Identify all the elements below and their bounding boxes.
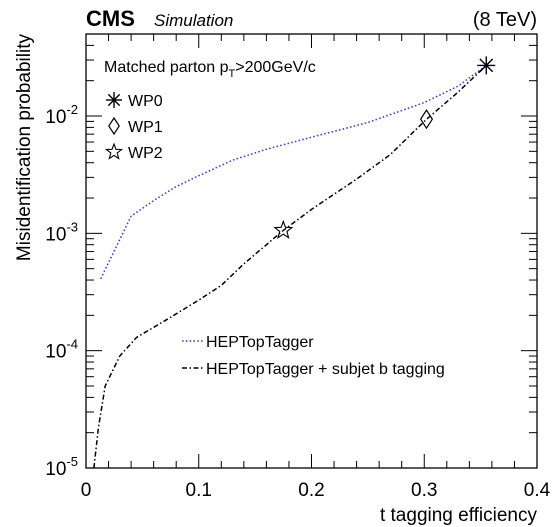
legend-label-2: HEPTopTagger + subjet b tagging [206, 361, 445, 378]
asterisk-stroke [479, 58, 494, 73]
wp0-legend-icon [106, 92, 122, 108]
y-tick-label: 10-4 [45, 337, 78, 363]
simulation-label: Simulation [154, 11, 233, 30]
x-tick-label: 0.1 [186, 480, 212, 501]
wp2-legend-icon [104, 142, 124, 160]
wp1-legend-icon [108, 116, 120, 136]
pt-cut-annotation: Matched parton pT>200GeV/c [104, 59, 316, 80]
wp-marker-wp1 [419, 109, 434, 130]
asterisk-stroke [107, 93, 121, 107]
x-tick-label: 0.3 [411, 480, 437, 501]
y-tick-label: 10-3 [45, 219, 78, 245]
working-points [273, 56, 496, 239]
pt-cut-suffix: >200GeV/c [235, 59, 316, 76]
axis-tick-labels: 0 0.1 0.2 0.3 0.4 10-5 10-4 10-3 10-2 [45, 102, 550, 501]
axis-ticks [85, 33, 538, 469]
legend-label-1: HEPTopTagger [206, 334, 314, 351]
pt-cut-prefix: Matched parton p [104, 59, 229, 76]
wp1-legend-label: WP1 [128, 119, 163, 136]
energy-label: (8 TeV) [473, 9, 537, 31]
x-tick-label: 0.2 [298, 480, 324, 501]
series-group [93, 64, 487, 469]
y-axis-label: Misidentification probability [14, 34, 35, 262]
pt-cut-subscript: T [229, 68, 236, 80]
x-tick-label: 0.4 [524, 480, 551, 501]
x-axis-label: t tagging efficiency [380, 505, 538, 526]
series-line-1 [100, 64, 487, 280]
wp-marker-wp0 [477, 56, 496, 75]
y-tick-label: 10-5 [45, 454, 78, 480]
line-legend: HEPTopTagger HEPTopTagger + subjet b tagg… [182, 334, 445, 378]
wp-marker-wp2 [273, 219, 294, 239]
y-tick-label: 10-2 [45, 102, 78, 128]
wp2-legend-label: WP2 [128, 145, 163, 162]
wp0-legend-label: WP0 [128, 93, 163, 110]
series-line-2 [93, 64, 487, 469]
marker-legend: WP0 WP1 WP2 [104, 92, 163, 162]
cms-label: CMS [86, 6, 135, 31]
x-tick-label: 0 [81, 480, 92, 501]
